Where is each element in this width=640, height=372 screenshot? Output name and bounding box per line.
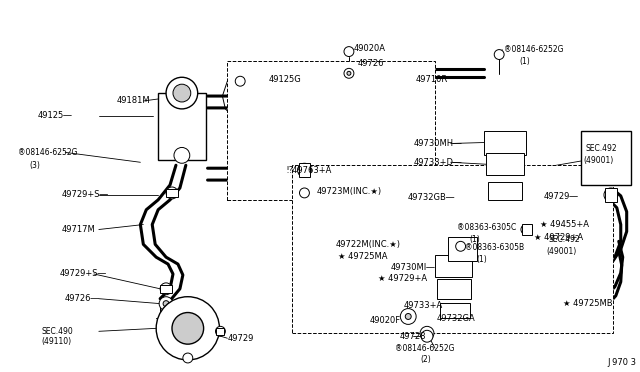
Bar — [440, 303, 470, 318]
Circle shape — [183, 353, 193, 363]
Text: 49732GB―: 49732GB― — [407, 193, 454, 202]
Text: ⁉49763+A: ⁉49763+A — [287, 166, 332, 175]
Text: 49728: 49728 — [399, 332, 426, 341]
Bar — [581, 131, 630, 185]
Circle shape — [163, 301, 169, 307]
Text: J 970 3: J 970 3 — [607, 359, 636, 368]
Text: (49001): (49001) — [547, 247, 577, 256]
Circle shape — [604, 188, 618, 202]
Text: (1): (1) — [476, 255, 487, 264]
Bar — [488, 182, 522, 200]
Circle shape — [166, 187, 178, 199]
Text: 49710R: 49710R — [415, 75, 447, 84]
Text: ★ 49455+A: ★ 49455+A — [540, 220, 589, 229]
Circle shape — [521, 225, 531, 234]
Circle shape — [298, 163, 312, 177]
Text: 49726―: 49726― — [64, 294, 99, 303]
Bar — [435, 255, 472, 277]
Text: SEC.492: SEC.492 — [585, 144, 617, 153]
Circle shape — [494, 49, 504, 60]
Text: 49730MI―: 49730MI― — [390, 263, 435, 272]
Bar — [605, 188, 617, 202]
Text: 49729+S―: 49729+S― — [60, 269, 106, 279]
Text: (2): (2) — [420, 356, 431, 365]
Bar — [166, 189, 178, 197]
Text: (3): (3) — [29, 161, 40, 170]
Text: ★ 49729+A: ★ 49729+A — [378, 275, 427, 283]
Circle shape — [347, 71, 351, 75]
Bar — [216, 328, 225, 335]
Text: 49729+S―: 49729+S― — [61, 190, 108, 199]
Text: 49125―: 49125― — [38, 111, 72, 120]
Circle shape — [216, 326, 225, 336]
Text: ®08146-6252G: ®08146-6252G — [18, 148, 77, 157]
Circle shape — [405, 314, 412, 320]
Text: ®08363-6305B: ®08363-6305B — [465, 243, 524, 252]
Text: 49181M: 49181M — [116, 96, 150, 106]
Text: 49733+A: 49733+A — [403, 301, 442, 310]
Text: (49001): (49001) — [583, 156, 614, 165]
Text: (1): (1) — [470, 235, 480, 244]
Text: (1): (1) — [519, 57, 530, 66]
Circle shape — [156, 297, 220, 360]
Text: 49730MH―: 49730MH― — [413, 139, 461, 148]
Text: ®08146-6252G: ®08146-6252G — [504, 45, 564, 54]
Text: ®08146-6252G: ®08146-6252G — [396, 344, 455, 353]
Text: 49020F: 49020F — [370, 316, 401, 325]
Text: ★ 49725MB: ★ 49725MB — [563, 299, 613, 308]
Text: 49717M: 49717M — [61, 225, 95, 234]
Bar — [484, 131, 526, 155]
Circle shape — [421, 330, 433, 342]
Text: 49733+D―: 49733+D― — [413, 158, 461, 167]
Text: 49732GA: 49732GA — [437, 314, 476, 323]
Bar — [522, 224, 532, 235]
Text: ★ 49725MA: ★ 49725MA — [338, 252, 388, 261]
Text: ®08363-6305C: ®08363-6305C — [457, 223, 516, 232]
Bar — [486, 153, 524, 175]
Bar — [292, 165, 613, 333]
Circle shape — [174, 147, 190, 163]
Circle shape — [236, 76, 245, 86]
Bar — [298, 163, 310, 177]
Text: 49729―: 49729― — [543, 192, 579, 201]
Bar — [158, 93, 205, 160]
Bar — [437, 279, 470, 299]
Bar — [160, 285, 172, 293]
Text: 49723M(INC.★): 49723M(INC.★) — [316, 187, 381, 196]
Circle shape — [344, 68, 354, 78]
Text: 49020A: 49020A — [354, 44, 386, 53]
Text: 49726: 49726 — [358, 59, 385, 68]
Circle shape — [172, 312, 204, 344]
Text: SEC.490: SEC.490 — [42, 327, 73, 336]
Circle shape — [344, 46, 354, 57]
Circle shape — [166, 77, 198, 109]
Circle shape — [401, 308, 416, 324]
Text: (49110): (49110) — [42, 337, 72, 346]
Circle shape — [159, 297, 173, 311]
Text: SEC.492: SEC.492 — [548, 235, 580, 244]
Text: 49125G: 49125G — [269, 75, 301, 84]
Text: ★ 49729+A: ★ 49729+A — [534, 233, 583, 242]
Circle shape — [160, 283, 172, 295]
Circle shape — [456, 241, 465, 251]
Bar — [448, 237, 477, 261]
Text: 49722M(INC.★): 49722M(INC.★) — [336, 240, 401, 249]
Bar — [227, 61, 435, 200]
Circle shape — [300, 188, 309, 198]
Circle shape — [173, 84, 191, 102]
Text: 49729: 49729 — [227, 334, 253, 343]
Circle shape — [420, 326, 434, 340]
